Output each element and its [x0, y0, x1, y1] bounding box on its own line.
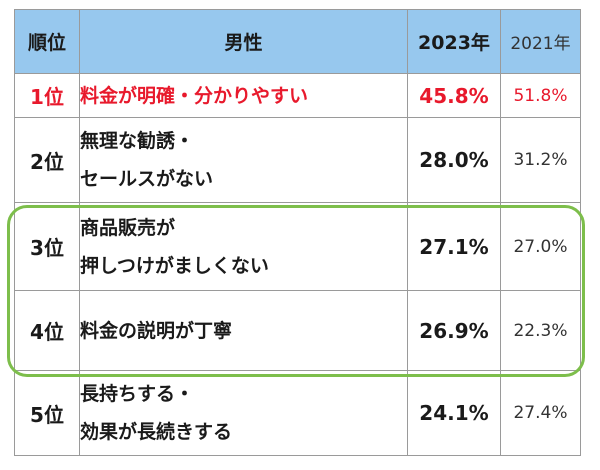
- value-2023: 45.8%: [407, 73, 501, 118]
- header-rank: 順位: [14, 9, 80, 74]
- value-2021: 27.4%: [500, 370, 581, 456]
- item-line: 長持ちする・: [80, 383, 195, 405]
- item-cell: 無理な勧誘・ セールスがない: [79, 117, 408, 203]
- value-2023: 28.0%: [407, 117, 501, 203]
- item-line: 押しつけがましくない: [80, 254, 269, 277]
- rank-cell: 1位: [14, 73, 80, 118]
- table-row: 3位 商品販売が 押しつけがましくない 27.1% 27.0%: [14, 202, 581, 291]
- table-row: 1位 料金が明確・分かりやすい 45.8% 51.8%: [14, 73, 581, 118]
- item-line: 料金の説明が丁寧: [80, 319, 233, 342]
- table-row: 2位 無理な勧誘・ セールスがない 28.0% 31.2%: [14, 117, 581, 203]
- item-line: 効果が長続きする: [80, 421, 233, 443]
- table-row: 5位 長持ちする・ 効果が長続きする 24.1% 27.4%: [14, 370, 581, 456]
- item-line: 料金が明確・分かりやすい: [80, 84, 309, 107]
- ranking-table: 順位 男性 2023年 2021年 1位 料金が明確・分かりやすい 45.8% …: [14, 9, 581, 456]
- header-gender: 男性: [79, 9, 408, 74]
- header-row: 順位 男性 2023年 2021年: [14, 9, 581, 74]
- value-2021: 51.8%: [500, 73, 581, 118]
- value-2021: 27.0%: [500, 202, 581, 291]
- rank-cell: 4位: [14, 290, 80, 371]
- value-2023: 27.1%: [407, 202, 501, 291]
- value-2023: 26.9%: [407, 290, 501, 371]
- rank-cell: 3位: [14, 202, 80, 291]
- item-line: 無理な勧誘・: [80, 130, 195, 152]
- item-cell: 料金の説明が丁寧: [79, 290, 408, 371]
- value-2021: 22.3%: [500, 290, 581, 371]
- item-cell: 料金が明確・分かりやすい: [79, 73, 408, 118]
- table-row: 4位 料金の説明が丁寧 26.9% 22.3%: [14, 290, 581, 371]
- header-year-2023: 2023年: [407, 9, 501, 74]
- header-year-2021: 2021年: [500, 9, 581, 74]
- item-line: 商品販売が: [80, 216, 176, 239]
- item-line: セールスがない: [80, 168, 214, 190]
- rank-cell: 5位: [14, 370, 80, 456]
- item-cell: 商品販売が 押しつけがましくない: [79, 202, 408, 291]
- rank-cell: 2位: [14, 117, 80, 203]
- value-2023: 24.1%: [407, 370, 501, 456]
- item-cell: 長持ちする・ 効果が長続きする: [79, 370, 408, 456]
- value-2021: 31.2%: [500, 117, 581, 203]
